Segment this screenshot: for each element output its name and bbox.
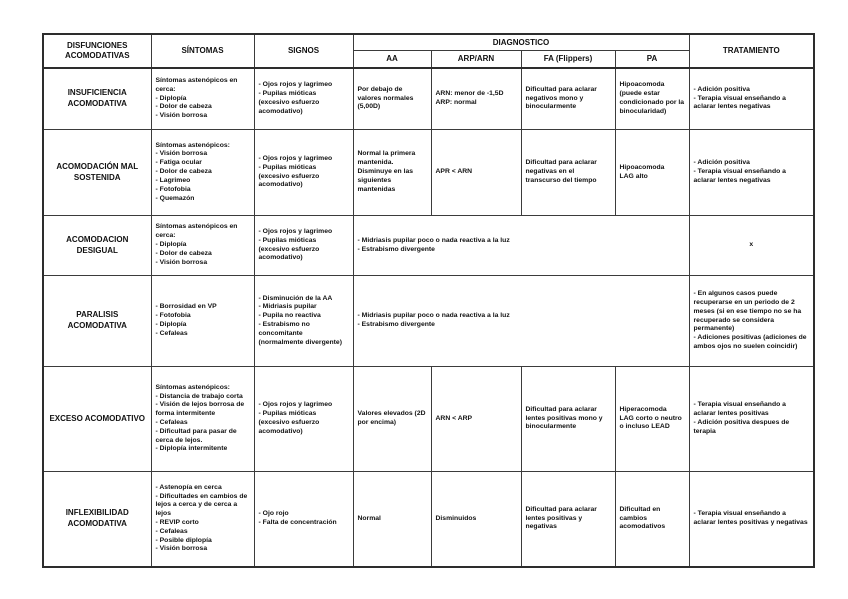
column-header-disfunciones: DISFUNCIONES ACOMODATIVAS bbox=[42, 33, 152, 69]
signos-cell: - Ojo rojo - Falta de concentración bbox=[253, 471, 354, 568]
fa-cell: Dificultad para aclarar lentes positivas… bbox=[520, 471, 616, 568]
sintomas-cell: - Astenopía en cerca - Dificultades en c… bbox=[150, 471, 255, 568]
tratamiento-cell: - En algunos casos puede recuperarse en … bbox=[688, 275, 815, 367]
signos-cell: - Ojos rojos y lagrimeo - Pupilas miótic… bbox=[253, 215, 354, 276]
signos-cell: - Ojos rojos y lagrimeo - Pupilas miótic… bbox=[253, 67, 354, 130]
column-header-tratamiento: TRATAMIENTO bbox=[688, 33, 815, 69]
tratamiento-cell: x bbox=[688, 215, 815, 276]
column-header-arp-arn: ARP/ARN bbox=[430, 50, 522, 69]
column-header-aa: AA bbox=[352, 50, 432, 69]
signos-cell: - Disminución de la AA - Midriasis pupil… bbox=[253, 275, 354, 367]
column-header-pa: PA bbox=[614, 50, 690, 69]
arp-arn-cell: APR < ARN bbox=[430, 129, 522, 216]
arp-arn-cell: ARN < ARP bbox=[430, 366, 522, 472]
sintomas-cell: Síntomas astenópicos: - Distancia de tra… bbox=[150, 366, 255, 472]
sintomas-cell: - Borrosidad en VP - Fotofobia - Diplopí… bbox=[150, 275, 255, 367]
pa-cell: Hipoacomoda (puede estar condicionado po… bbox=[614, 67, 690, 130]
column-header-diagnostico: DIAGNOSTICO bbox=[352, 33, 690, 51]
aa-cell: Normal bbox=[352, 471, 432, 568]
tratamiento-cell: - Adición positiva - Terapia visual ense… bbox=[688, 129, 815, 216]
table-row-insuficiencia-acomodativa: INSUFICIENCIA ACOMODATIVA Síntomas asten… bbox=[42, 67, 815, 130]
column-header-sintomas: SÍNTOMAS bbox=[150, 33, 255, 69]
arp-arn-cell: Disminuidos bbox=[430, 471, 522, 568]
row-label: INFLEXIBILIDAD ACOMODATIVA bbox=[42, 471, 152, 568]
row-label: EXCESO ACOMODATIVO bbox=[42, 366, 152, 472]
pa-cell: Hipoacomoda LAG alto bbox=[614, 129, 690, 216]
signos-cell: - Ojos rojos y lagrimeo - Pupilas miótic… bbox=[253, 129, 354, 216]
aa-cell: Valores elevados (2D por encima) bbox=[352, 366, 432, 472]
row-label: PARALISIS ACOMODATIVA bbox=[42, 275, 152, 367]
diagnostico-merged-cell: - Midriasis pupilar poco o nada reactiva… bbox=[352, 275, 690, 367]
row-label: ACOMODACIÓN MAL SOSTENIDA bbox=[42, 129, 152, 216]
table-row-inflexibilidad-acomodativa: INFLEXIBILIDAD ACOMODATIVA - Astenopía e… bbox=[42, 471, 815, 568]
row-label: INSUFICIENCIA ACOMODATIVA bbox=[42, 67, 152, 130]
tratamiento-cell: - Adición positiva - Terapia visual ense… bbox=[688, 67, 815, 130]
pa-cell: Dificultad en cambios acomodativos bbox=[614, 471, 690, 568]
arp-arn-cell: ARN: menor de -1,5D ARP: normal bbox=[430, 67, 522, 130]
fa-cell: Dificultad para aclarar negativas en el … bbox=[520, 129, 616, 216]
diagnostico-merged-cell: - Midriasis pupilar poco o nada reactiva… bbox=[352, 215, 690, 276]
sintomas-cell: Síntomas astenópicos en cerca: - Diplopí… bbox=[150, 67, 255, 130]
fa-cell: Dificultad para aclarar negativos mono y… bbox=[520, 67, 616, 130]
aa-cell: Por debajo de valores normales (5,00D) bbox=[352, 67, 432, 130]
table-row-paralisis-acomodativa: PARALISIS ACOMODATIVA - Borrosidad en VP… bbox=[42, 275, 815, 367]
signos-cell: - Ojos rojos y lagrimeo - Pupilas miótic… bbox=[253, 366, 354, 472]
aa-cell: Normal la primera mantenida. Disminuye e… bbox=[352, 129, 432, 216]
table-row-exceso-acomodativo: EXCESO ACOMODATIVO Síntomas astenópicos:… bbox=[42, 366, 815, 472]
tratamiento-cell: - Terapia visual enseñando a aclarar len… bbox=[688, 366, 815, 472]
tratamiento-cell: - Terapia visual enseñando a aclarar len… bbox=[688, 471, 815, 568]
sintomas-cell: Síntomas astenópicos: - Visión borrosa -… bbox=[150, 129, 255, 216]
column-header-signos: SIGNOS bbox=[253, 33, 354, 69]
table-row-acomodacion-desigual: ACOMODACION DESIGUAL Síntomas astenópico… bbox=[42, 215, 815, 276]
table-row-acomodacion-mal-sostenida: ACOMODACIÓN MAL SOSTENIDA Síntomas asten… bbox=[42, 129, 815, 216]
accommodative-dysfunctions-table: DISFUNCIONES ACOMODATIVAS SÍNTOMAS SIGNO… bbox=[42, 33, 816, 568]
fa-cell: Dificultad para aclarar lentes positivas… bbox=[520, 366, 616, 472]
pa-cell: Hiperacomoda LAG corto o neutro o inclus… bbox=[614, 366, 690, 472]
row-label: ACOMODACION DESIGUAL bbox=[42, 215, 152, 276]
sintomas-cell: Síntomas astenópicos en cerca: - Diplopí… bbox=[150, 215, 255, 276]
column-header-fa-flippers: FA (Flippers) bbox=[520, 50, 616, 69]
